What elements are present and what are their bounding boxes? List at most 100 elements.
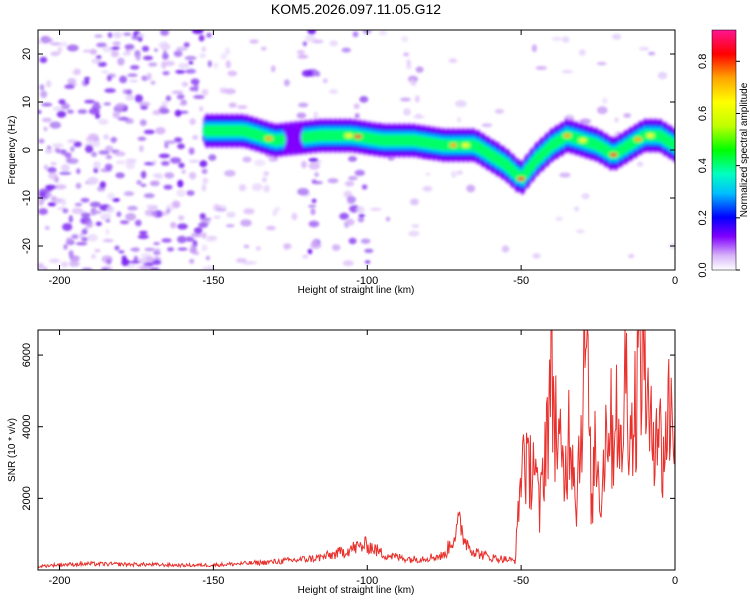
noise-blob xyxy=(150,213,157,217)
noise-blob xyxy=(151,160,157,164)
noise-blob xyxy=(113,31,122,39)
noise-blob xyxy=(164,60,175,67)
noise-blob xyxy=(227,70,238,77)
noise-blob xyxy=(160,30,170,36)
noise-blob xyxy=(225,60,231,69)
noise-blob xyxy=(102,46,113,53)
noise-blob xyxy=(93,140,101,148)
noise-blob xyxy=(406,59,411,68)
noise-blob xyxy=(58,99,66,105)
noise-blob xyxy=(555,216,564,222)
noise-blob xyxy=(201,168,208,174)
noise-blob xyxy=(88,133,99,141)
noise-blob xyxy=(364,248,374,253)
noise-blob xyxy=(425,172,431,177)
noise-blob xyxy=(173,50,183,57)
ridge-peak xyxy=(578,138,587,143)
noise-blob xyxy=(39,56,48,64)
noise-blob xyxy=(614,117,619,123)
noise-blob xyxy=(224,88,236,95)
noise-blob xyxy=(86,220,93,228)
noise-blob xyxy=(270,65,276,73)
noise-blob xyxy=(115,103,126,109)
noise-blob xyxy=(415,66,424,73)
noise-blob xyxy=(134,94,143,103)
noise-blob xyxy=(238,184,247,192)
noise-blob xyxy=(74,68,81,75)
noise-blob xyxy=(158,41,169,49)
noise-blob xyxy=(342,260,354,267)
noise-blob xyxy=(130,247,140,252)
ridge-band xyxy=(276,133,286,146)
noise-blob xyxy=(322,78,328,84)
snr-x-axis-label: Height of straight line (km) xyxy=(298,585,415,596)
noise-blob xyxy=(155,127,166,135)
noise-blob xyxy=(199,106,204,112)
noise-blob xyxy=(66,109,74,114)
noise-blob xyxy=(112,198,120,202)
noise-blob xyxy=(123,32,132,36)
noise-blob xyxy=(104,163,113,171)
noise-blob xyxy=(71,234,79,240)
noise-blob xyxy=(378,30,388,36)
noise-blob xyxy=(85,145,94,153)
noise-blob xyxy=(410,198,419,206)
noise-blob xyxy=(201,46,207,52)
noise-blob xyxy=(126,89,133,96)
noise-blob xyxy=(74,202,83,207)
noise-blob xyxy=(125,213,137,221)
noise-blob xyxy=(91,253,96,259)
noise-blob xyxy=(61,198,66,207)
noise-blob xyxy=(110,50,119,58)
noise-blob xyxy=(127,73,138,77)
noise-blob xyxy=(348,176,358,181)
noise-blob xyxy=(535,66,548,70)
noise-blob xyxy=(481,123,493,128)
noise-blob xyxy=(348,237,357,245)
noise-blob xyxy=(408,230,420,237)
noise-blob xyxy=(47,202,57,207)
noise-blob xyxy=(327,178,339,184)
noise-blob xyxy=(164,142,169,149)
ridge-band xyxy=(670,139,675,152)
noise-blob xyxy=(80,212,91,218)
snr-y-axis-label: SNR (10 * v/v) xyxy=(7,418,18,482)
noise-blob xyxy=(313,111,319,120)
noise-blob xyxy=(369,207,382,211)
noise-blob xyxy=(450,170,457,179)
noise-blob xyxy=(105,154,112,160)
noise-blob xyxy=(93,161,101,169)
spectrogram-y-axis-label: Frequency (Hz) xyxy=(7,116,18,185)
noise-blob xyxy=(561,70,574,74)
noise-blob xyxy=(40,90,48,99)
noise-blob xyxy=(205,265,214,270)
noise-blob xyxy=(112,111,121,119)
noise-blob xyxy=(308,204,316,208)
colorbar-tick-label: 0.8 xyxy=(697,54,709,69)
noise-blob xyxy=(189,258,195,264)
noise-blob xyxy=(174,109,182,117)
noise-blob xyxy=(139,119,147,126)
noise-blob xyxy=(254,159,266,167)
noise-blob xyxy=(403,108,411,116)
noise-blob xyxy=(344,180,355,187)
noise-blob xyxy=(66,237,73,245)
noise-blob xyxy=(95,221,102,226)
noise-blob xyxy=(354,113,360,119)
noise-blob xyxy=(79,232,84,240)
noise-blob xyxy=(129,79,139,83)
noise-blob xyxy=(57,46,62,54)
noise-blob xyxy=(559,172,571,178)
noise-blob xyxy=(173,137,183,143)
noise-blob xyxy=(67,139,78,144)
noise-blob xyxy=(125,162,135,170)
noise-blob xyxy=(183,42,190,48)
noise-blob xyxy=(263,184,271,193)
noise-blob xyxy=(562,36,570,43)
noise-blob xyxy=(140,183,147,187)
noise-blob xyxy=(298,102,309,108)
figure-title: KOM5.2026.097.11.05.G12 xyxy=(271,1,441,17)
noise-blob xyxy=(139,145,144,153)
noise-blob xyxy=(96,42,107,48)
noise-blob xyxy=(89,201,101,208)
